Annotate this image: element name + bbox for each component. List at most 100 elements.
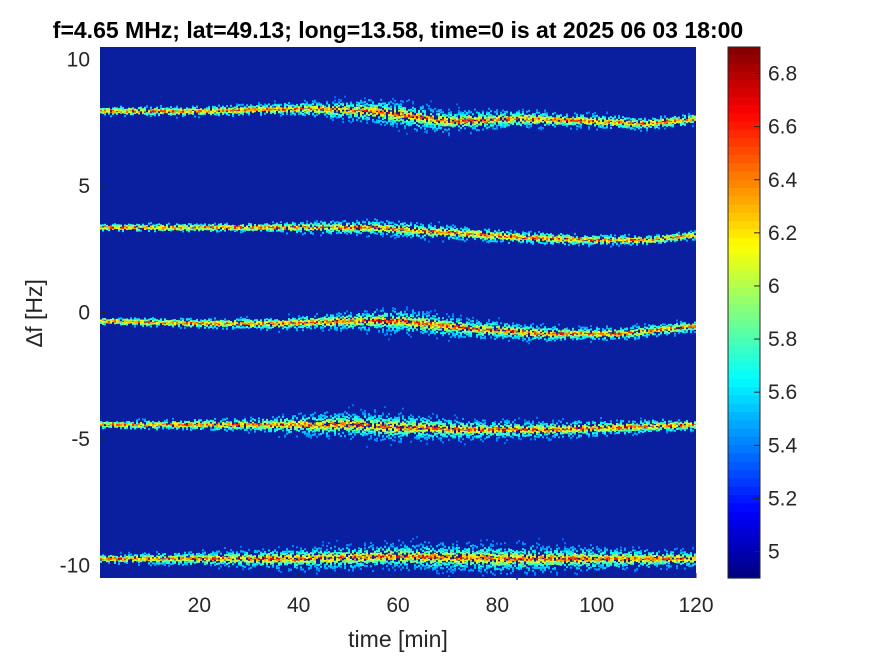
trace-pixel (436, 127, 438, 130)
trace-pixel (440, 121, 442, 124)
trace-pixel (424, 109, 426, 112)
trace-pixel (120, 110, 122, 113)
trace-pixel (610, 116, 612, 119)
trace-pixel (400, 122, 402, 125)
trace-pixel (316, 224, 318, 227)
trace-pixel (358, 222, 360, 225)
trace-pixel (364, 221, 366, 224)
trace-pixel (186, 225, 188, 228)
trace-pixel (344, 231, 346, 234)
trace-pixel (352, 224, 354, 227)
trace-pixel (328, 104, 330, 106)
trace-pixel (688, 120, 690, 123)
trace-pixel (372, 114, 374, 117)
trace-pixel (458, 106, 460, 109)
trace-pixel (356, 114, 358, 116)
trace-pixel (604, 126, 606, 129)
trace-pixel (514, 115, 516, 118)
trace-pixel (228, 109, 230, 112)
trace-pixel (546, 233, 548, 235)
trace-pixel (400, 108, 402, 110)
trace-pixel (680, 236, 682, 239)
trace-pixel (388, 120, 390, 123)
trace-pixel (166, 223, 168, 226)
trace-pixel (680, 119, 682, 122)
trace-pixel (546, 112, 548, 115)
trace-pixel (422, 116, 424, 119)
trace-pixel (122, 110, 124, 113)
trace-pixel (184, 113, 186, 116)
trace-pixel (236, 325, 238, 328)
trace-pixel (356, 234, 358, 237)
trace-pixel (620, 123, 622, 126)
trace-pixel (218, 320, 220, 323)
trace-pixel (652, 120, 654, 123)
trace-pixel (520, 124, 522, 127)
trace-pixel (198, 324, 200, 327)
trace-pixel (228, 227, 230, 229)
trace-pixel (234, 323, 236, 326)
trace-pixel (294, 228, 296, 231)
trace-pixel (148, 222, 150, 225)
trace-pixel (678, 235, 680, 238)
trace-pixel (434, 130, 436, 133)
trace-pixel (440, 232, 442, 235)
trace-pixel (490, 236, 492, 239)
trace-pixel (418, 231, 420, 234)
trace-pixel (260, 226, 262, 229)
trace-pixel (494, 127, 496, 130)
trace-pixel (258, 324, 260, 327)
trace-pixel (280, 114, 282, 117)
trace-pixel (472, 113, 474, 116)
trace-pixel (266, 224, 268, 227)
trace-pixel (466, 232, 468, 235)
trace-pixel (448, 108, 450, 111)
trace-pixel (270, 321, 272, 324)
trace-pixel (276, 104, 278, 107)
trace-pixel (456, 123, 458, 126)
trace-pixel (284, 105, 286, 108)
trace-pixel (412, 234, 414, 236)
trace-pixel (558, 241, 560, 244)
trace-pixel (376, 232, 378, 235)
trace-pixel (146, 227, 148, 230)
trace-pixel (650, 235, 652, 238)
trace-pixel (320, 107, 322, 110)
trace-pixel (162, 229, 164, 232)
trace-pixel (180, 228, 182, 231)
trace-pixel (504, 237, 506, 240)
trace-pixel (580, 115, 582, 118)
trace-pixel (654, 126, 656, 129)
trace-pixel (180, 109, 182, 112)
trace-pixel (244, 318, 246, 321)
trace-pixel (634, 124, 636, 127)
trace-pixel (224, 110, 226, 113)
trace-pixel (692, 124, 694, 127)
trace-pixel (336, 221, 338, 224)
trace-pixel (292, 104, 294, 107)
trace-pixel (256, 105, 258, 108)
trace-pixel (182, 321, 184, 324)
trace-pixel (154, 319, 156, 321)
trace-pixel (444, 228, 446, 231)
trace-pixel (526, 123, 528, 126)
trace-pixel (552, 240, 554, 243)
trace-pixel (256, 319, 258, 322)
trace-pixel (296, 104, 298, 107)
trace-pixel (230, 323, 232, 326)
trace-pixel (350, 114, 352, 117)
trace-pixel (128, 319, 130, 322)
trace-pixel (258, 320, 260, 323)
trace-pixel (294, 224, 296, 227)
trace-pixel (158, 320, 160, 323)
trace-pixel (644, 239, 646, 242)
trace-pixel (200, 111, 202, 114)
trace-pixel (372, 102, 374, 105)
trace-pixel (386, 104, 388, 106)
trace-pixel (618, 121, 620, 124)
trace-pixel (460, 117, 462, 120)
trace-pixel (634, 239, 636, 241)
trace-pixel (318, 225, 320, 228)
trace-pixel (286, 109, 288, 112)
trace-pixel (254, 106, 256, 109)
